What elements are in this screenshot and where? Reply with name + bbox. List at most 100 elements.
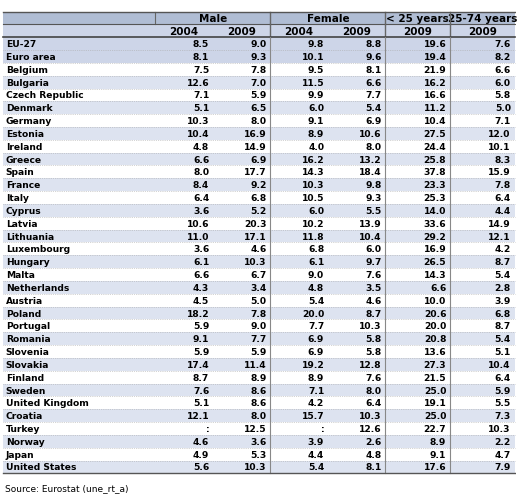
Text: 11.8: 11.8 bbox=[302, 232, 324, 241]
Bar bbox=[3, 294, 515, 307]
Text: United States: United States bbox=[6, 462, 76, 471]
Text: 2009: 2009 bbox=[227, 27, 256, 37]
Text: 10.4: 10.4 bbox=[359, 232, 382, 241]
Text: 4.6: 4.6 bbox=[250, 245, 267, 254]
Text: 20.0: 20.0 bbox=[424, 322, 446, 331]
Text: 5.4: 5.4 bbox=[308, 296, 324, 305]
Text: Hungary: Hungary bbox=[6, 258, 49, 267]
Bar bbox=[3, 256, 515, 269]
Bar bbox=[3, 358, 515, 371]
Text: 13.9: 13.9 bbox=[359, 219, 382, 228]
Bar bbox=[3, 26, 515, 38]
Bar bbox=[3, 269, 515, 282]
Bar bbox=[3, 179, 515, 192]
Text: Latvia: Latvia bbox=[6, 219, 37, 228]
Text: 9.6: 9.6 bbox=[365, 53, 382, 62]
Text: 7.8: 7.8 bbox=[495, 181, 511, 190]
Text: 11.4: 11.4 bbox=[244, 360, 267, 369]
Text: Sweden: Sweden bbox=[6, 386, 46, 395]
Text: 4.0: 4.0 bbox=[308, 142, 324, 151]
Text: EU-27: EU-27 bbox=[6, 40, 36, 49]
Text: 10.4: 10.4 bbox=[424, 117, 446, 126]
Text: Belgium: Belgium bbox=[6, 66, 48, 75]
Text: 12.5: 12.5 bbox=[244, 424, 267, 433]
Text: 3.6: 3.6 bbox=[250, 437, 267, 446]
Text: 5.5: 5.5 bbox=[495, 398, 511, 407]
Bar bbox=[3, 77, 515, 89]
Text: 6.8: 6.8 bbox=[495, 309, 511, 318]
Text: 4.9: 4.9 bbox=[193, 450, 209, 459]
Text: 5.9: 5.9 bbox=[193, 347, 209, 356]
Text: 6.6: 6.6 bbox=[366, 79, 382, 88]
Text: 7.6: 7.6 bbox=[366, 373, 382, 382]
Text: 4.8: 4.8 bbox=[308, 283, 324, 292]
Text: 6.6: 6.6 bbox=[193, 155, 209, 164]
Bar bbox=[3, 448, 515, 460]
Text: 7.9: 7.9 bbox=[495, 462, 511, 471]
Text: Croatia: Croatia bbox=[6, 411, 43, 420]
Text: Netherlands: Netherlands bbox=[6, 283, 69, 292]
Bar bbox=[3, 243, 515, 256]
Text: 11.2: 11.2 bbox=[424, 104, 446, 113]
Text: 6.0: 6.0 bbox=[308, 104, 324, 113]
Text: 7.7: 7.7 bbox=[250, 335, 267, 344]
Text: 10.3: 10.3 bbox=[488, 424, 511, 433]
Text: 7.7: 7.7 bbox=[366, 91, 382, 100]
Text: 14.0: 14.0 bbox=[424, 206, 446, 215]
Text: 3.4: 3.4 bbox=[250, 283, 267, 292]
Text: 6.5: 6.5 bbox=[250, 104, 267, 113]
Text: 9.8: 9.8 bbox=[308, 40, 324, 49]
Text: Denmark: Denmark bbox=[6, 104, 52, 113]
Text: 2004: 2004 bbox=[169, 27, 199, 37]
Text: 27.5: 27.5 bbox=[424, 130, 446, 139]
Text: Estonia: Estonia bbox=[6, 130, 43, 139]
Text: 5.8: 5.8 bbox=[366, 347, 382, 356]
Text: 22.7: 22.7 bbox=[424, 424, 446, 433]
Text: 6.4: 6.4 bbox=[495, 194, 511, 203]
Text: Ireland: Ireland bbox=[6, 142, 42, 151]
Text: 5.1: 5.1 bbox=[495, 347, 511, 356]
Text: 3.6: 3.6 bbox=[193, 206, 209, 215]
Text: 19.6: 19.6 bbox=[423, 40, 446, 49]
Text: 8.7: 8.7 bbox=[495, 322, 511, 331]
Bar bbox=[3, 230, 515, 243]
Text: Source: Eurostat (une_rt_a): Source: Eurostat (une_rt_a) bbox=[5, 483, 129, 491]
Text: 5.5: 5.5 bbox=[366, 206, 382, 215]
Text: Germany: Germany bbox=[6, 117, 52, 126]
Text: 25.0: 25.0 bbox=[424, 411, 446, 420]
Text: 7.7: 7.7 bbox=[308, 322, 324, 331]
Text: 10.4: 10.4 bbox=[187, 130, 209, 139]
Text: 17.7: 17.7 bbox=[244, 168, 267, 177]
Text: 25.8: 25.8 bbox=[424, 155, 446, 164]
Bar bbox=[3, 282, 515, 294]
Text: 8.7: 8.7 bbox=[193, 373, 209, 382]
Text: 8.9: 8.9 bbox=[250, 373, 267, 382]
Text: 6.9: 6.9 bbox=[365, 117, 382, 126]
Text: 7.0: 7.0 bbox=[250, 79, 267, 88]
Text: 8.9: 8.9 bbox=[308, 373, 324, 382]
Text: 7.1: 7.1 bbox=[495, 117, 511, 126]
Text: 6.6: 6.6 bbox=[430, 283, 446, 292]
Text: 5.9: 5.9 bbox=[250, 91, 267, 100]
Bar bbox=[3, 13, 515, 26]
Text: Bulgaria: Bulgaria bbox=[6, 79, 49, 88]
Text: 7.6: 7.6 bbox=[366, 271, 382, 280]
Text: Female: Female bbox=[307, 14, 349, 24]
Text: 9.7: 9.7 bbox=[365, 258, 382, 267]
Bar bbox=[3, 141, 515, 153]
Text: 2004: 2004 bbox=[285, 27, 314, 37]
Text: Turkey: Turkey bbox=[6, 424, 40, 433]
Text: 7.6: 7.6 bbox=[495, 40, 511, 49]
Text: 13.2: 13.2 bbox=[359, 155, 382, 164]
Text: 10.1: 10.1 bbox=[302, 53, 324, 62]
Text: 10.1: 10.1 bbox=[488, 142, 511, 151]
Text: 5.1: 5.1 bbox=[193, 398, 209, 407]
Text: Slovenia: Slovenia bbox=[6, 347, 50, 356]
Text: 14.3: 14.3 bbox=[302, 168, 324, 177]
Text: 6.8: 6.8 bbox=[308, 245, 324, 254]
Text: 29.2: 29.2 bbox=[423, 232, 446, 241]
Text: France: France bbox=[6, 181, 40, 190]
Text: Malta: Malta bbox=[6, 271, 35, 280]
Text: 8.8: 8.8 bbox=[366, 40, 382, 49]
Text: 10.5: 10.5 bbox=[302, 194, 324, 203]
